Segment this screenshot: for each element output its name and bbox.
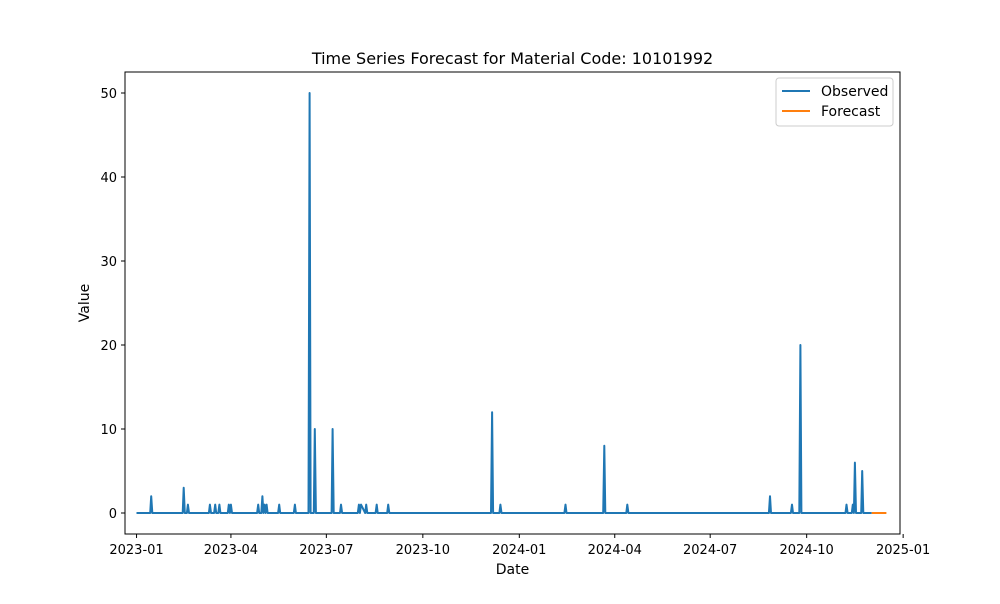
series-line-observed [136, 92, 872, 514]
plot-frame [124, 71, 901, 535]
y-tick-label: 40 [100, 171, 117, 186]
legend: Observed Forecast [775, 77, 894, 127]
y-tick-label: 20 [100, 339, 117, 354]
x-tick-label: 2023-10 [396, 543, 450, 558]
plot-marks [136, 92, 887, 514]
legend-label-observed: Observed [821, 84, 888, 100]
x-tick-label: 2024-10 [780, 543, 834, 558]
y-tick-label: 30 [100, 255, 117, 270]
y-tick-label: 50 [100, 87, 117, 102]
y-tick-label: 0 [109, 507, 117, 522]
legend-label-forecast: Forecast [821, 104, 881, 120]
x-tick-label: 2023-04 [204, 543, 258, 558]
x-tick-label: 2023-01 [109, 543, 163, 558]
x-tick-label: 2024-07 [683, 543, 737, 558]
y-tick-label: 10 [100, 423, 117, 438]
x-tick-label: 2024-04 [588, 543, 642, 558]
x-axis-label: Date [496, 562, 529, 578]
axis-ticks: 2023-01 2023-04 2023-07 2023-10 2024-01 2024-… [100, 87, 930, 558]
x-tick-label: 2024-01 [492, 543, 546, 558]
x-tick-label: 2023-07 [299, 543, 353, 558]
y-axis-label: Value [77, 284, 93, 322]
x-tick-label: 2025-01 [876, 543, 930, 558]
chart-title: Time Series Forecast for Material Code: … [311, 49, 713, 68]
